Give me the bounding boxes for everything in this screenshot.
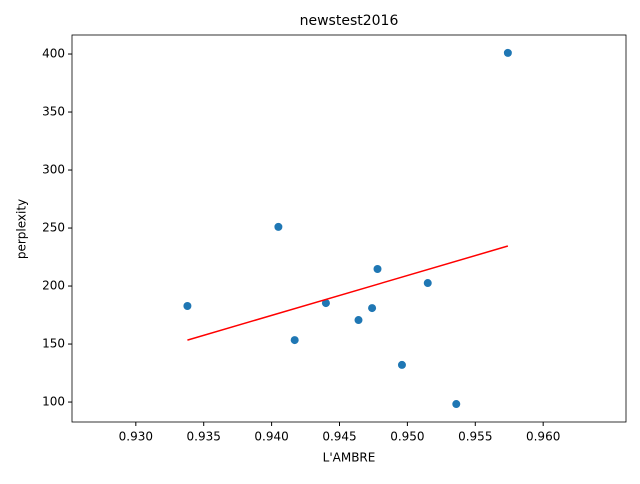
point [290, 336, 299, 345]
x-tick-label: 0.930 [119, 430, 153, 444]
plot-frame [71, 34, 627, 423]
x-tick-label: 0.940 [254, 430, 288, 444]
point [452, 400, 461, 409]
y-tick-label: 200 [42, 279, 65, 293]
point [183, 301, 192, 310]
point [368, 304, 377, 313]
x-axis-label: L'AMBRE [323, 451, 376, 465]
point [423, 279, 432, 288]
y-tick-label: 250 [42, 221, 65, 235]
point [373, 264, 382, 273]
y-tick-label: 100 [42, 395, 65, 409]
y-tick-label: 400 [42, 47, 65, 61]
x-tick-label: 0.960 [526, 430, 560, 444]
y-tick-label: 350 [42, 105, 65, 119]
y-tick-label: 150 [42, 337, 65, 351]
point [503, 48, 512, 57]
point [321, 299, 330, 308]
point [274, 222, 283, 231]
point [397, 360, 406, 369]
y-axis-label: perplexity [15, 199, 29, 259]
x-tick-label: 0.955 [458, 430, 492, 444]
chart-title: newstest2016 [300, 13, 399, 29]
x-tick-label: 0.950 [390, 430, 424, 444]
x-tick-label: 0.945 [322, 430, 356, 444]
x-tick-label: 0.935 [187, 430, 221, 444]
point [354, 316, 363, 325]
fit-line [187, 245, 509, 341]
y-tick-label: 300 [42, 163, 65, 177]
